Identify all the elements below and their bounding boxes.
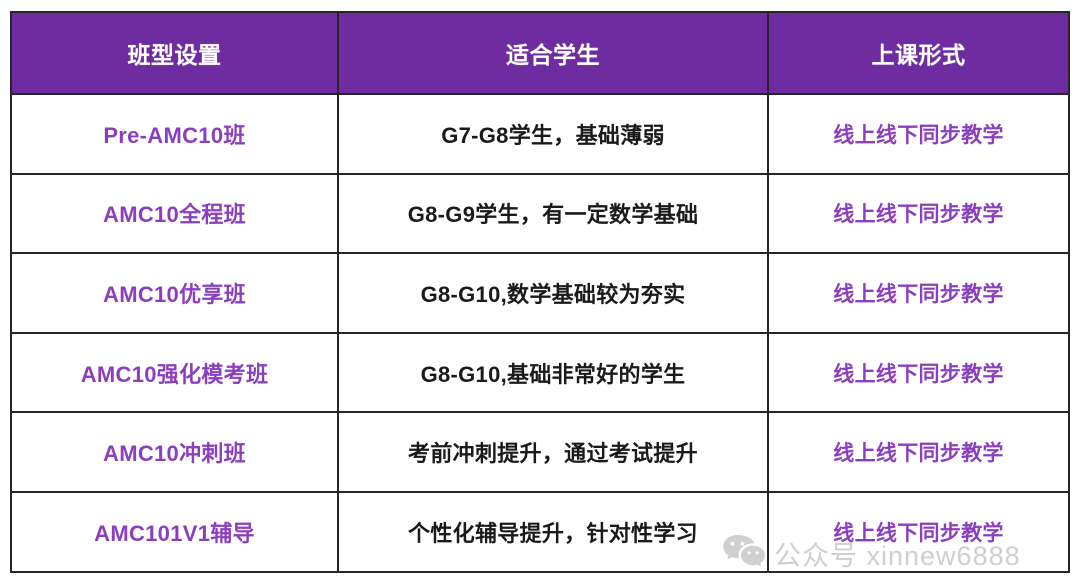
column-header-class-setting: 班型设置 (10, 11, 339, 95)
table-header: 班型设置 适合学生 上课形式 (10, 11, 1070, 95)
column-header-class-format: 上课形式 (767, 11, 1070, 95)
course-table: 班型设置 适合学生 上课形式 Pre-AMC10班 G7-G8学生，基础薄弱 线… (10, 11, 1070, 573)
cell-class-name: AMC10强化模考班 (10, 331, 339, 414)
cell-class-name: Pre-AMC10班 (10, 93, 339, 175)
column-header-target-students: 适合学生 (337, 11, 769, 95)
cell-class-name: AMC10优享班 (10, 252, 339, 334)
table-body: Pre-AMC10班 G7-G8学生，基础薄弱 线上线下同步教学 AMC10全程… (10, 93, 1070, 573)
cell-class-format: 线上线下同步教学 (767, 172, 1070, 255)
cell-target-students: G8-G10,基础非常好的学生 (337, 331, 769, 414)
table-row: AMC101V1辅导 个性化辅导提升，针对性学习 线上线下同步教学 (10, 490, 1070, 573)
cell-target-students: G7-G8学生，基础薄弱 (337, 93, 769, 175)
cell-target-students: 考前冲刺提升，通过考试提升 (337, 411, 769, 493)
table-row: AMC10优享班 G8-G10,数学基础较为夯实 线上线下同步教学 (10, 252, 1070, 334)
cell-class-name: AMC10全程班 (10, 172, 339, 255)
cell-target-students: 个性化辅导提升，针对性学习 (337, 490, 769, 573)
cell-target-students: G8-G10,数学基础较为夯实 (337, 252, 769, 334)
course-table-container: 班型设置 适合学生 上课形式 Pre-AMC10班 G7-G8学生，基础薄弱 线… (10, 11, 1070, 573)
table-row: AMC10全程班 G8-G9学生，有一定数学基础 线上线下同步教学 (10, 172, 1070, 255)
table-row: Pre-AMC10班 G7-G8学生，基础薄弱 线上线下同步教学 (10, 93, 1070, 175)
cell-class-format: 线上线下同步教学 (767, 252, 1070, 334)
cell-class-name: AMC101V1辅导 (10, 490, 339, 573)
cell-class-format: 线上线下同步教学 (767, 331, 1070, 414)
table-row: AMC10强化模考班 G8-G10,基础非常好的学生 线上线下同步教学 (10, 331, 1070, 414)
cell-class-name: AMC10冲刺班 (10, 411, 339, 493)
table-row: AMC10冲刺班 考前冲刺提升，通过考试提升 线上线下同步教学 (10, 411, 1070, 493)
cell-class-format: 线上线下同步教学 (767, 411, 1070, 493)
cell-target-students: G8-G9学生，有一定数学基础 (337, 172, 769, 255)
table-header-row: 班型设置 适合学生 上课形式 (10, 11, 1070, 95)
cell-class-format: 线上线下同步教学 (767, 93, 1070, 175)
cell-class-format: 线上线下同步教学 (767, 490, 1070, 573)
